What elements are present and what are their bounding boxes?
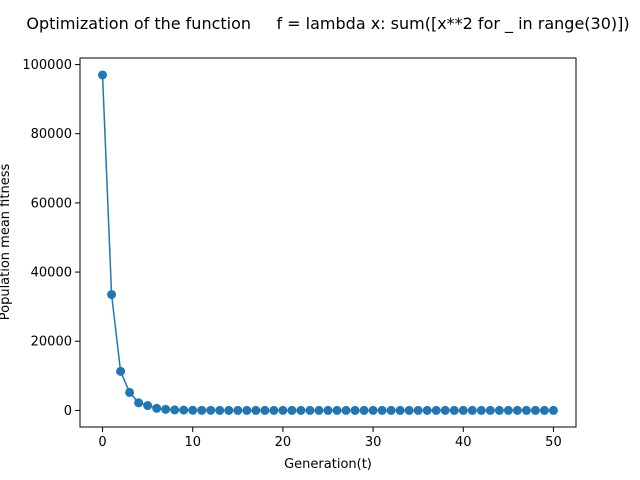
data-point [152, 403, 162, 413]
data-point [224, 405, 234, 415]
data-point [359, 405, 369, 415]
data-point [134, 398, 144, 408]
data-point [188, 405, 198, 415]
y-axis: 0 20000 40000 60000 80000 100000 [22, 58, 80, 419]
data-point [296, 405, 306, 415]
data-point [332, 405, 342, 415]
data-point [458, 405, 468, 415]
data-point [98, 70, 108, 80]
data-point [125, 387, 135, 397]
data-point [548, 405, 558, 415]
data-point [305, 405, 315, 415]
data-point [350, 405, 360, 415]
plot-area [98, 70, 558, 415]
x-tick-label: 30 [365, 435, 382, 450]
data-point [512, 405, 522, 415]
data-point [341, 405, 351, 415]
data-point [116, 366, 126, 376]
y-tick-label: 0 [64, 404, 72, 419]
x-tick-label: 0 [98, 435, 106, 450]
data-point [368, 405, 378, 415]
data-point [269, 405, 279, 415]
data-point [485, 405, 495, 415]
x-tick-label: 40 [455, 435, 472, 450]
data-point [494, 405, 504, 415]
data-point [440, 405, 450, 415]
data-point [260, 405, 270, 415]
data-point [107, 290, 117, 300]
x-axis: 0 10 20 30 40 50 [98, 427, 562, 450]
x-tick-label: 50 [545, 435, 562, 450]
data-point [377, 405, 387, 415]
series-line [101, 74, 554, 412]
data-point [215, 405, 225, 415]
axes-frame [79, 57, 577, 428]
data-point [314, 405, 324, 415]
data-point [278, 405, 288, 415]
data-point [386, 405, 396, 415]
x-tick-label: 20 [275, 435, 292, 450]
data-point [404, 405, 414, 415]
data-point [233, 405, 243, 415]
chart-title: Optimization of the function f = lambda … [26, 14, 629, 34]
data-point [242, 405, 252, 415]
data-point [251, 405, 261, 415]
data-point [413, 405, 423, 415]
data-point [467, 405, 477, 415]
data-point [179, 405, 189, 415]
data-point [395, 405, 405, 415]
data-point [521, 405, 531, 415]
data-point [503, 405, 513, 415]
y-tick-label: 80000 [31, 127, 72, 142]
data-point [143, 401, 153, 411]
data-point [206, 405, 216, 415]
data-point [161, 404, 171, 414]
data-point [287, 405, 297, 415]
data-point [449, 405, 459, 415]
x-axis-label: Generation(t) [284, 457, 372, 472]
data-point [197, 405, 207, 415]
data-point [170, 405, 180, 415]
y-axis-label: Population mean fitness [0, 164, 13, 321]
data-point [323, 405, 333, 415]
data-point [431, 405, 441, 415]
y-tick-label: 60000 [31, 196, 72, 211]
data-point [476, 405, 486, 415]
y-tick-label: 20000 [31, 335, 72, 350]
y-tick-label: 100000 [22, 58, 72, 73]
data-point [530, 405, 540, 415]
x-tick-label: 10 [184, 435, 201, 450]
y-tick-label: 40000 [31, 266, 72, 281]
data-point [539, 405, 549, 415]
data-point [422, 405, 432, 415]
